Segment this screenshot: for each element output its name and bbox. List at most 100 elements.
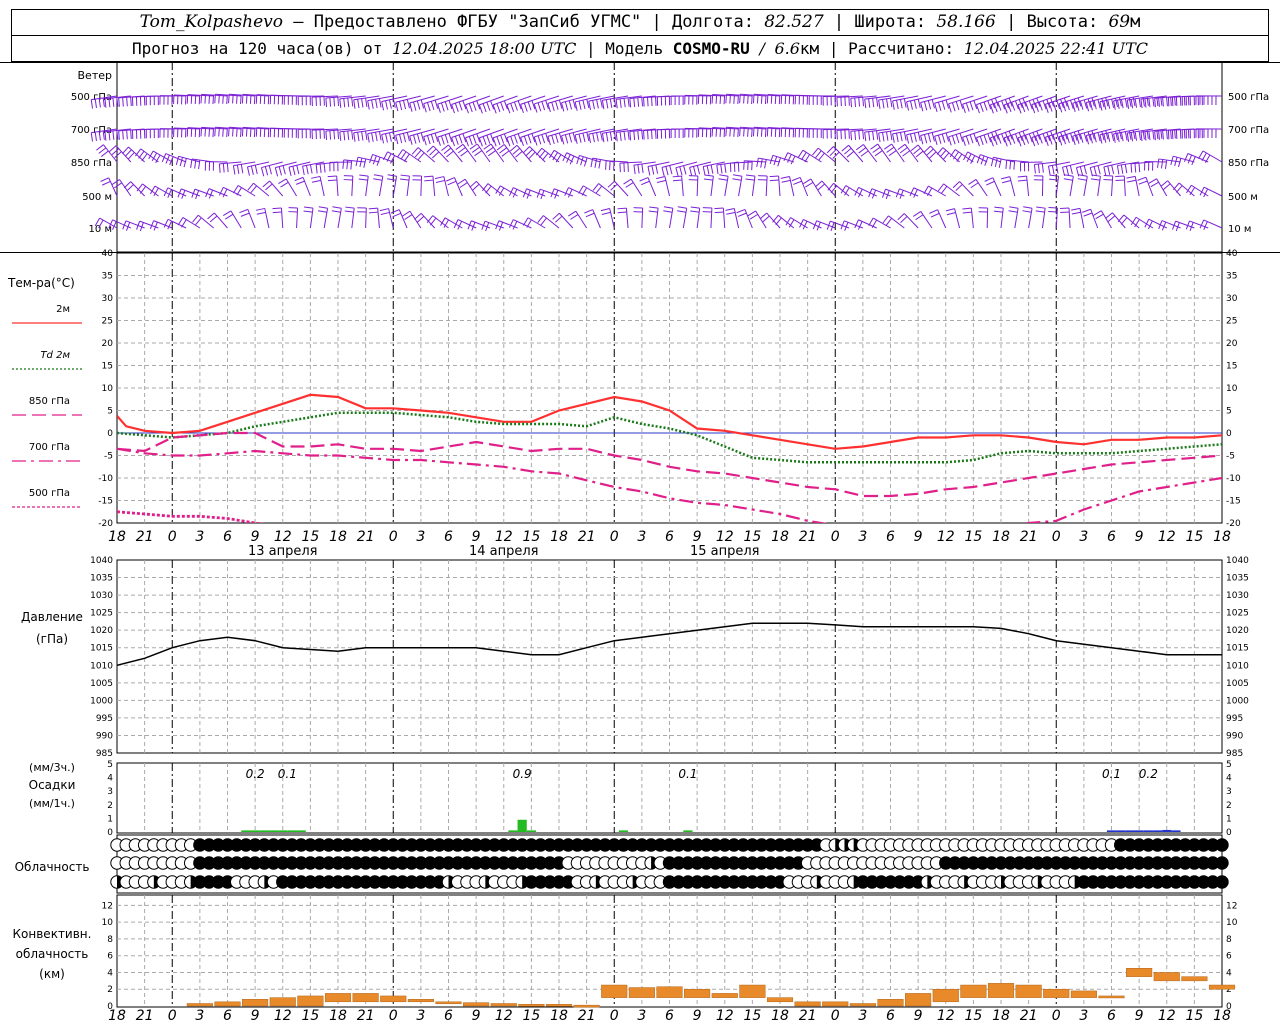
wind-barb-feather bbox=[359, 157, 363, 167]
wind-barb-feather bbox=[112, 130, 115, 140]
wind-barb-feather bbox=[1120, 217, 1128, 225]
conv-bar bbox=[407, 999, 434, 1003]
time-tick-label: 15 bbox=[1185, 529, 1203, 545]
wind-barb-staff bbox=[409, 128, 435, 137]
wind-barb-staff bbox=[710, 176, 714, 197]
wind-barb-feather bbox=[923, 145, 931, 153]
wind-barb-feather bbox=[683, 165, 687, 175]
wind-barb-feather bbox=[441, 144, 449, 152]
wind-barb-feather bbox=[983, 101, 988, 111]
wind-barb-feather bbox=[1091, 174, 1101, 177]
wind-barb-feather bbox=[208, 189, 214, 199]
wind-barb-feather bbox=[1107, 165, 1111, 175]
wind-barb-feather bbox=[899, 147, 908, 154]
wind-barb-feather bbox=[343, 98, 346, 108]
wind-barb-feather bbox=[945, 132, 950, 142]
wind-barb-feather bbox=[94, 131, 97, 142]
wind-barb-feather bbox=[1044, 104, 1049, 113]
wind-barb-feather bbox=[1056, 100, 1061, 110]
wind-barb-feather bbox=[785, 217, 792, 226]
wind-barb-feather bbox=[118, 97, 120, 107]
conv-bar bbox=[794, 1001, 821, 1007]
wind-barb-feather bbox=[102, 97, 105, 107]
wind-barb-feather bbox=[751, 94, 753, 105]
wind-barb-feather bbox=[253, 95, 256, 105]
wind-barb-feather bbox=[163, 219, 169, 228]
wind-barb-feather bbox=[280, 181, 289, 188]
time-tick-label: 6 bbox=[665, 1008, 674, 1024]
wind-barb-feather bbox=[719, 127, 722, 137]
wind-barb-feather bbox=[715, 94, 718, 104]
time-tick-label: 15 bbox=[301, 1008, 319, 1024]
wind-barb-feather bbox=[1052, 101, 1057, 111]
wind-barb-feather bbox=[232, 94, 234, 104]
conv-bar bbox=[877, 999, 904, 1007]
wind-barb-feather bbox=[537, 215, 544, 223]
wind-barb-feather bbox=[787, 154, 792, 163]
wind-level-label: 850 гПа bbox=[71, 158, 112, 169]
wind-barb-staff bbox=[487, 183, 505, 197]
wind-barb-feather bbox=[548, 150, 555, 159]
wind-barb-feather bbox=[414, 212, 422, 220]
cloud-circle bbox=[1215, 856, 1229, 870]
wind-barb-feather bbox=[895, 188, 900, 198]
wind-barb-feather bbox=[965, 102, 970, 112]
wind-barb-staff bbox=[710, 207, 713, 229]
wind-barb-feather bbox=[633, 131, 636, 141]
wind-barb-staff bbox=[1062, 161, 1084, 168]
wind-barb-staff bbox=[954, 208, 961, 229]
time-tick-label: 12 bbox=[1158, 529, 1176, 545]
wind-barb-staff bbox=[247, 161, 270, 168]
wind-barb-feather bbox=[533, 103, 538, 113]
wind-barb-feather bbox=[496, 103, 501, 113]
wind-level-label: 500 гПа bbox=[71, 92, 112, 103]
wind-barb-feather bbox=[1117, 214, 1125, 223]
wind-barb-staff bbox=[778, 176, 781, 197]
wind-barb-staff bbox=[790, 217, 808, 229]
temp-tick-label: -20 bbox=[1226, 519, 1241, 529]
wind-barb-feather bbox=[1014, 133, 1020, 143]
wind-barb-feather bbox=[496, 144, 505, 151]
time-tick-label: 18 bbox=[329, 1008, 347, 1024]
wind-barb-staff bbox=[513, 219, 532, 229]
wind-barb-feather bbox=[633, 165, 636, 175]
wind-barb-feather bbox=[1199, 186, 1205, 196]
wind-barb-feather bbox=[725, 127, 727, 137]
wind-barb-feather bbox=[799, 219, 804, 228]
wind-barb-feather bbox=[1009, 160, 1012, 170]
wind-barb-feather bbox=[997, 101, 1002, 111]
wind-barb-feather bbox=[392, 131, 396, 141]
wind-barb-feather bbox=[858, 147, 867, 154]
wind-barb-staff bbox=[588, 128, 615, 135]
wind-barb-feather bbox=[581, 187, 588, 196]
wind-barb-feather bbox=[327, 175, 337, 178]
wind-barb-feather bbox=[747, 210, 756, 217]
wind-barb-feather bbox=[240, 128, 242, 138]
wind-barb-feather bbox=[1073, 131, 1078, 141]
conv-bar bbox=[739, 984, 766, 998]
wind-barb-staff bbox=[903, 213, 919, 229]
wind-barb-feather bbox=[226, 163, 229, 173]
wind-barb-feather bbox=[1156, 97, 1159, 107]
wind-barb-feather bbox=[1007, 136, 1012, 146]
precip-bar bbox=[1143, 830, 1153, 832]
precip-bar bbox=[1125, 830, 1135, 832]
conv-bar bbox=[269, 997, 296, 1007]
wind-barb-feather bbox=[482, 103, 487, 113]
wind-barb-feather bbox=[760, 158, 763, 168]
wind-barb-feather bbox=[975, 104, 980, 114]
wind-barb-feather bbox=[551, 102, 555, 112]
wind-barb-feather bbox=[444, 101, 449, 111]
pressure-tick-label: 1005 bbox=[90, 679, 113, 689]
wind-barb-feather bbox=[191, 188, 196, 198]
wind-barb-staff bbox=[182, 217, 201, 229]
wind-barb-feather bbox=[459, 182, 468, 188]
wind-barb-feather bbox=[832, 151, 840, 159]
pressure-tick-label: 1000 bbox=[1226, 696, 1249, 706]
wind-barb-feather bbox=[934, 103, 938, 112]
wind-barb-feather bbox=[214, 94, 216, 104]
wind-barb-feather bbox=[951, 102, 956, 112]
wind-barb-feather bbox=[633, 98, 636, 108]
conv-bar bbox=[1098, 995, 1125, 999]
wind-barb-feather bbox=[1062, 135, 1067, 145]
